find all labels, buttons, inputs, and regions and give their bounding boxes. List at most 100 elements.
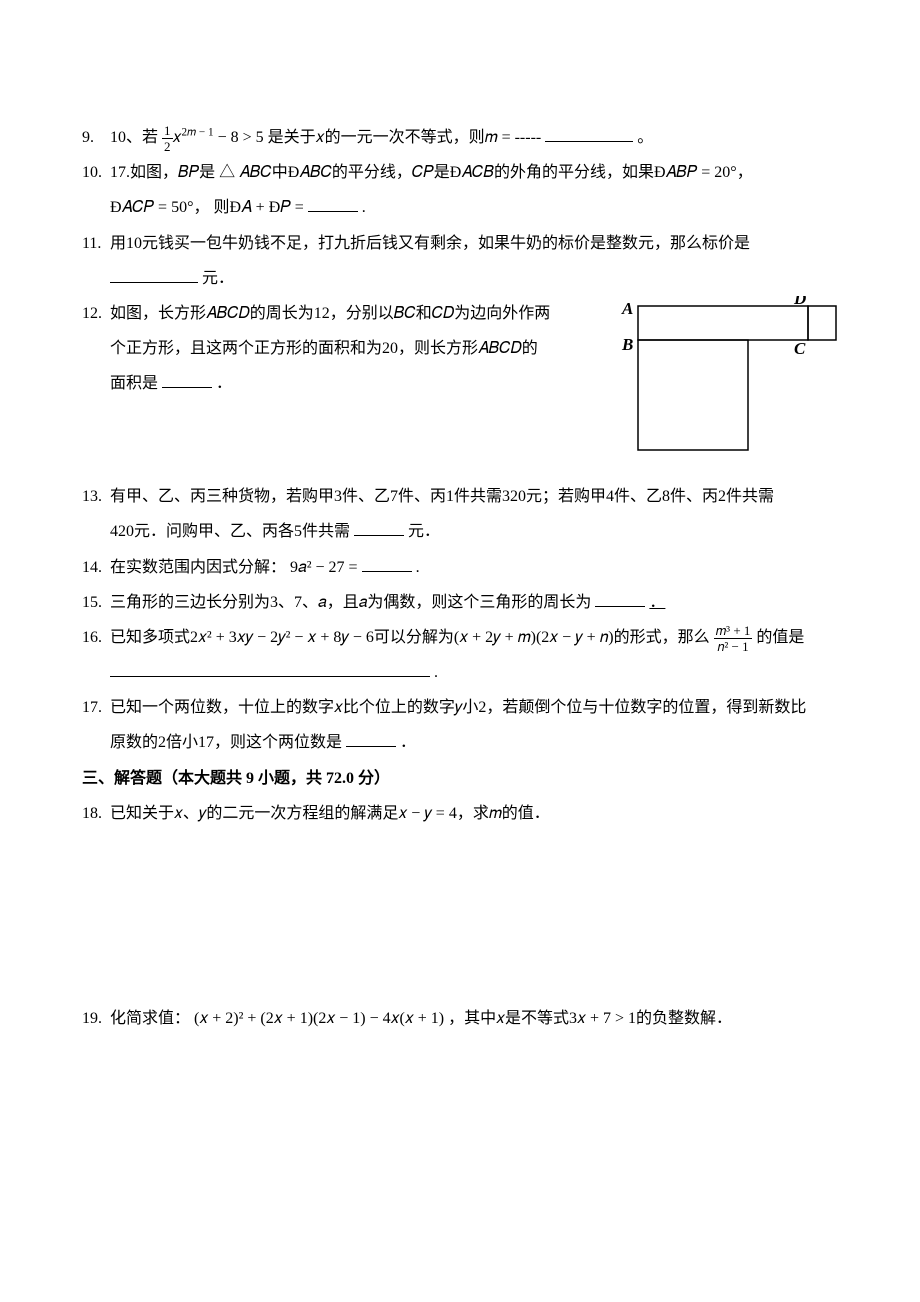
text-line: 有甲、乙、丙三种货物，若购甲3件、乙7件、丙1件共需320元；若购甲4件、乙8件… (110, 479, 838, 514)
text: Ð𝐴𝐶𝑃 = 50°， 则Ð𝐴 + Ð𝑃 = (110, 199, 308, 216)
question-11: 11. 用10元钱买一包牛奶钱不足，打九折后钱又有剩余，如果牛奶的标价是整数元，… (82, 226, 838, 296)
text: 10、若 (110, 129, 158, 146)
question-number: 16. (82, 620, 110, 655)
text: 三角形的三边长分别为3、7、𝑎，且𝑎为偶数，则这个三角形的周长为 (110, 594, 591, 611)
question-body: 如图，长方形𝐴𝐵𝐶𝐷的周长为12，分别以𝐵𝐶和𝐶𝐷为边向外作两 个正方形，且这两… (110, 296, 838, 479)
text: 面积是 (110, 375, 158, 392)
question-14: 14. 在实数范围内因式分解： 9𝑎² − 27 = . (82, 550, 838, 585)
fraction: 𝑚³ + 1 𝑛² − 1 (714, 624, 753, 653)
question-body: 三角形的三边长分别为3、7、𝑎，且𝑎为偶数，则这个三角形的周长为 ． (110, 585, 838, 620)
figure-shapes (638, 306, 836, 450)
fraction: 1 2 (162, 124, 173, 153)
question-13: 13. 有甲、乙、丙三种货物，若购甲3件、乙7件、丙1件共需320元；若购甲4件… (82, 479, 838, 549)
text: 已知多项式2𝑥² + 3𝑥𝑦 − 2𝑦² − 𝑥 + 8𝑦 − 6可以分解为(𝑥… (110, 629, 710, 646)
text: ． (649, 594, 665, 611)
document-page: 9. 10、若 1 2 𝑥2𝑚 − 1 − 8 > 5 是关于𝑥的一元一次不等式… (0, 0, 920, 1302)
answer-blank (346, 732, 396, 747)
text: − 8 > 5 (214, 129, 264, 146)
answer-blank (354, 521, 404, 536)
question-number: 17. (82, 690, 110, 725)
question-16: 16. 已知多项式2𝑥² + 3𝑥𝑦 − 2𝑦² − 𝑥 + 8𝑦 − 6可以分… (82, 620, 838, 690)
square-bc (638, 340, 748, 450)
text: 元． (202, 270, 234, 287)
figure-svg: A B C D (608, 296, 838, 466)
numerator: 𝑚³ + 1 (714, 624, 753, 638)
question-body: 已知多项式2𝑥² + 3𝑥𝑦 − 2𝑦² − 𝑥 + 8𝑦 − 6可以分解为(𝑥… (110, 620, 838, 690)
question-15: 15. 三角形的三边长分别为3、7、𝑎，且𝑎为偶数，则这个三角形的周长为 ． (82, 585, 838, 620)
square-cd (808, 306, 836, 340)
rect-abcd (638, 306, 808, 340)
text: . (362, 199, 366, 216)
text-line: 420元．问购甲、乙、丙各5件共需 元． (110, 514, 838, 549)
answer-blank (362, 556, 412, 571)
text: 420元．问购甲、乙、丙各5件共需 (110, 523, 350, 540)
answer-blank (545, 127, 633, 142)
question-body: 已知一个两位数，十位上的数字𝑥比个位上的数字𝑦小2，若颠倒个位与十位数字的位置，… (110, 690, 838, 760)
text-line: 元． (110, 261, 838, 296)
text-line: 17.如图，𝐵𝑃是 △ 𝐴𝐵𝐶中Ð𝐴𝐵𝐶的平分线，𝐶𝑃是Ð𝐴𝐶𝐵的外角的平分线，… (110, 155, 838, 190)
answer-blank (162, 373, 212, 388)
text-line: 个正方形，且这两个正方形的面积和为20，则长方形𝐴𝐵𝐶𝐷的 (110, 331, 584, 366)
question-12: 12. 如图，长方形𝐴𝐵𝐶𝐷的周长为12，分别以𝐵𝐶和𝐶𝐷为边向外作两 个正方形… (82, 296, 838, 479)
text: 原数的2倍小17，则这个两位数是 (110, 734, 342, 751)
answer-workspace (82, 831, 838, 1001)
question-number: 9. (82, 120, 110, 155)
question-17: 17. 已知一个两位数，十位上的数字𝑥比个位上的数字𝑦小2，若颠倒个位与十位数字… (82, 690, 838, 760)
question-body: 有甲、乙、丙三种货物，若购甲3件、乙7件、丙1件共需320元；若购甲4件、乙8件… (110, 479, 838, 549)
denominator: 𝑛² − 1 (714, 638, 753, 653)
text-line: 原数的2倍小17，则这个两位数是 ． (110, 725, 838, 760)
text-line: 已知多项式2𝑥² + 3𝑥𝑦 − 2𝑦² − 𝑥 + 8𝑦 − 6可以分解为(𝑥… (110, 620, 838, 655)
question-10: 10. 17.如图，𝐵𝑃是 △ 𝐴𝐵𝐶中Ð𝐴𝐵𝐶的平分线，𝐶𝑃是Ð𝐴𝐶𝐵的外角的… (82, 155, 838, 225)
answer-blank (308, 197, 358, 212)
text: . (416, 559, 420, 576)
text: 化简求值： (110, 1010, 190, 1027)
answer-blank (110, 267, 198, 282)
label-a: A (621, 299, 633, 318)
answer-blank (595, 591, 645, 606)
text-line: Ð𝐴𝐶𝑃 = 50°， 则Ð𝐴 + Ð𝑃 = . (110, 190, 838, 225)
text-line: 面积是 ． (110, 366, 584, 401)
math-expr: (𝑥 + 2)² + (2𝑥 + 1)(2𝑥 − 1) − 4𝑥(𝑥 + 1) (194, 1010, 444, 1027)
question-number: 12. (82, 296, 110, 331)
question-19: 19. 化简求值： (𝑥 + 2)² + (2𝑥 + 1)(2𝑥 − 1) − … (82, 1001, 838, 1036)
text: 在实数范围内因式分解： (110, 559, 286, 576)
text-line: 如图，长方形𝐴𝐵𝐶𝐷的周长为12，分别以𝐵𝐶和𝐶𝐷为边向外作两 (110, 296, 584, 331)
text-line: . (110, 655, 838, 690)
exponent: 2𝑚 − 1 (181, 127, 213, 139)
text: 是关于𝑥的一元一次不等式，则𝑚 = ----- (268, 129, 542, 146)
answer-workspace (82, 1036, 838, 1076)
question-text: 如图，长方形𝐴𝐵𝐶𝐷的周长为12，分别以𝐵𝐶和𝐶𝐷为边向外作两 个正方形，且这两… (110, 296, 584, 402)
denominator: 2 (162, 138, 173, 153)
question-body: 17.如图，𝐵𝑃是 △ 𝐴𝐵𝐶中Ð𝐴𝐵𝐶的平分线，𝐶𝑃是Ð𝐴𝐶𝐵的外角的平分线，… (110, 155, 838, 225)
section-3-heading: 三、解答题（本大题共 9 小题，共 72.0 分） (82, 761, 838, 796)
question-body: 已知关于𝑥、𝑦的二元一次方程组的解满足𝑥 − 𝑦 = 4，求𝑚的值． (110, 796, 838, 831)
question-body: 在实数范围内因式分解： 9𝑎² − 27 = . (110, 550, 838, 585)
text: 的值是 (756, 629, 804, 646)
question-number: 18. (82, 796, 110, 831)
geometry-figure: A B C D (608, 296, 838, 479)
numerator: 1 (162, 124, 173, 138)
question-body: 化简求值： (𝑥 + 2)² + (2𝑥 + 1)(2𝑥 − 1) − 4𝑥(𝑥… (110, 1001, 838, 1036)
question-number: 13. (82, 479, 110, 514)
question-number: 14. (82, 550, 110, 585)
text-line: 用10元钱买一包牛奶钱不足，打九折后钱又有剩余，如果牛奶的标价是整数元，那么标价… (110, 226, 838, 261)
text-line: 已知一个两位数，十位上的数字𝑥比个位上的数字𝑦小2，若颠倒个位与十位数字的位置，… (110, 690, 838, 725)
question-number: 10. (82, 155, 110, 190)
question-body: 用10元钱买一包牛奶钱不足，打九折后钱又有剩余，如果牛奶的标价是整数元，那么标价… (110, 226, 838, 296)
question-18: 18. 已知关于𝑥、𝑦的二元一次方程组的解满足𝑥 − 𝑦 = 4，求𝑚的值． (82, 796, 838, 831)
text: ，其中𝑥是不等式3𝑥 + 7 > 1的负整数解． (448, 1010, 732, 1027)
question-number: 19. (82, 1001, 110, 1036)
text: 元． (408, 523, 440, 540)
math-expr: 9𝑎² − 27 = (290, 559, 362, 576)
text: . (434, 664, 438, 681)
text: 。 (637, 129, 653, 146)
answer-blank (110, 662, 430, 677)
question-9: 9. 10、若 1 2 𝑥2𝑚 − 1 − 8 > 5 是关于𝑥的一元一次不等式… (82, 120, 838, 155)
text: ． (400, 734, 416, 751)
label-d: D (793, 296, 806, 308)
label-c: C (794, 339, 806, 358)
question-number: 11. (82, 226, 110, 261)
question-body: 10、若 1 2 𝑥2𝑚 − 1 − 8 > 5 是关于𝑥的一元一次不等式，则𝑚… (110, 120, 838, 155)
text: ． (216, 375, 232, 392)
question-number: 15. (82, 585, 110, 620)
